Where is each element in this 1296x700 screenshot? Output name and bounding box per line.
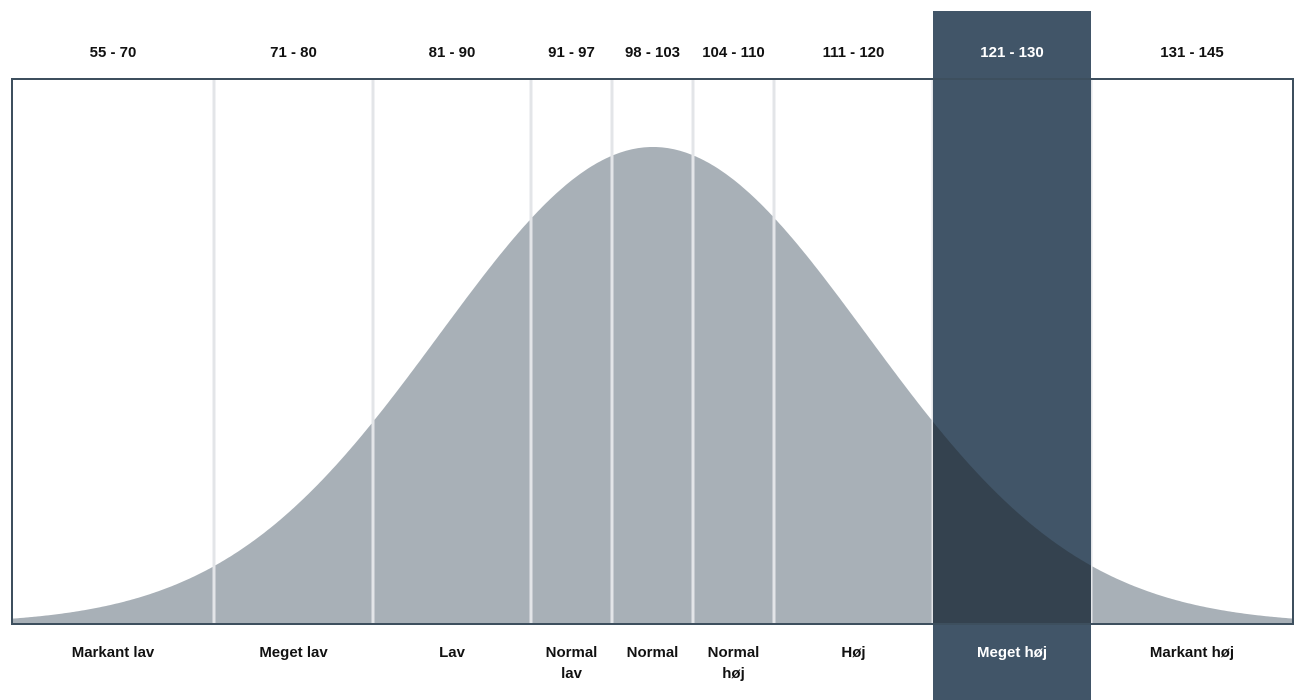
category-label: lav xyxy=(561,665,583,682)
range-label: 55 - 70 xyxy=(90,44,137,61)
range-label: 81 - 90 xyxy=(429,44,476,61)
category-label: Normal xyxy=(627,644,679,661)
category-label: høj xyxy=(722,665,745,682)
range-label: 131 - 145 xyxy=(1160,44,1223,61)
highlight-curve-overlap xyxy=(933,421,1091,624)
category-label: Meget lav xyxy=(259,644,328,661)
category-label: Markant høj xyxy=(1150,644,1234,661)
category-label: Markant lav xyxy=(72,644,155,661)
category-label: Høj xyxy=(841,644,865,661)
range-label: 98 - 103 xyxy=(625,44,680,61)
range-label: 111 - 120 xyxy=(823,44,885,61)
category-label: Meget høj xyxy=(977,644,1047,661)
category-label: Normal xyxy=(708,644,760,661)
category-label: Normal xyxy=(546,644,598,661)
range-label: 104 - 110 xyxy=(702,44,765,61)
range-label: 121 - 130 xyxy=(980,44,1043,61)
range-label: 91 - 97 xyxy=(548,44,595,61)
category-label: Lav xyxy=(439,644,466,661)
distribution-curve xyxy=(12,147,1293,624)
range-label: 71 - 80 xyxy=(270,44,317,61)
chart-frame xyxy=(11,78,1294,625)
